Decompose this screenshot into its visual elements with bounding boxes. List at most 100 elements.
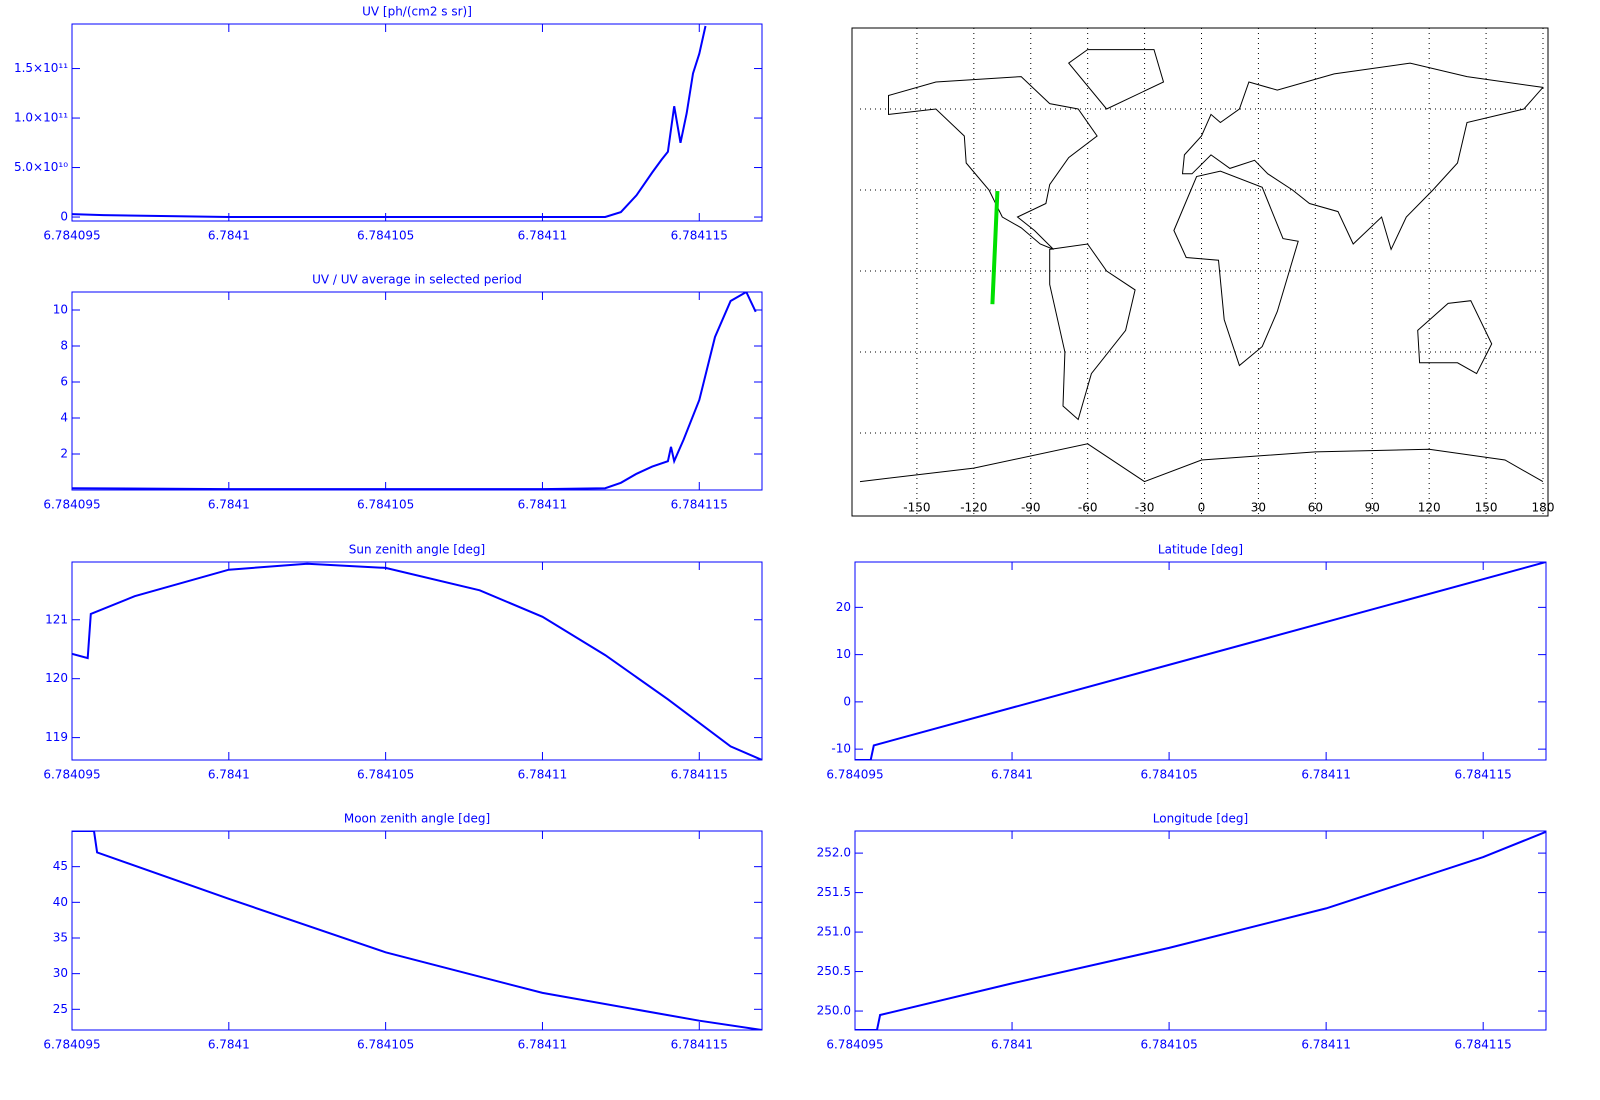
data-line — [855, 562, 1546, 760]
x-tick-label: 6.78411 — [1301, 768, 1351, 782]
chart-title: Moon zenith angle [deg] — [344, 812, 490, 826]
data-line — [855, 831, 1546, 1030]
y-tick-label: 45 — [53, 859, 68, 873]
chart-title: UV / UV average in selected period — [312, 273, 522, 287]
x-tick-label: 6.7841 — [208, 1038, 250, 1052]
y-tick-label: 251.5 — [817, 885, 851, 899]
x-tick-label: 6.7841 — [208, 229, 250, 243]
x-tick-label: 6.7841 — [991, 1038, 1033, 1052]
greenland — [1067, 49, 1165, 110]
y-tick-label: 250.5 — [817, 964, 851, 978]
continents — [859, 49, 1544, 483]
chart: Longitude [deg] 6.784095 6.7841 6.784105 6.7… — [817, 812, 1547, 1052]
y-tick-label: 1.0×10¹¹ — [14, 111, 68, 125]
australia — [1417, 300, 1493, 375]
x-tick-label: 6.784095 — [43, 498, 100, 512]
x-tick-label: 6.784115 — [1455, 1038, 1512, 1052]
x-tick-label: 120 — [1418, 501, 1441, 515]
x-tick-label: 0 — [1198, 501, 1206, 515]
chart: UV [ph/(cm2 s sr)] 6.784095 6.7841 6.784105… — [14, 5, 763, 243]
x-tick-label: 6.784105 — [357, 1038, 414, 1052]
x-tick-label: 6.784105 — [357, 498, 414, 512]
x-tick-label: 6.784115 — [1455, 768, 1512, 782]
x-tick-label: 6.784095 — [826, 1038, 883, 1052]
x-tick-label: 6.78411 — [518, 1038, 568, 1052]
x-tick-label: 6.78411 — [518, 229, 568, 243]
y-tick-label: 252.0 — [817, 846, 851, 860]
plot-frame — [71, 23, 763, 222]
y-tick-label: 0 — [843, 694, 851, 708]
y-tick-label: 121 — [45, 612, 68, 626]
x-tick-label: 6.78411 — [518, 498, 568, 512]
x-tick-label: 60 — [1308, 501, 1323, 515]
x-tick-label: -90 — [1021, 501, 1041, 515]
plot-frame — [71, 561, 763, 761]
x-tick-label: 6.784095 — [43, 1038, 100, 1052]
plot-frame — [71, 291, 763, 491]
x-tick-label: 6.78411 — [518, 768, 568, 782]
x-tick-label: 6.784105 — [357, 229, 414, 243]
data-line — [72, 25, 707, 218]
y-tick-label: 30 — [53, 966, 68, 980]
x-tick-label: 90 — [1365, 501, 1380, 515]
south-america — [1049, 243, 1136, 421]
x-tick-label: 6.784115 — [671, 768, 728, 782]
y-tick-label: 20 — [836, 600, 851, 614]
y-tick-label: 40 — [53, 895, 68, 909]
y-tick-label: 0 — [60, 210, 68, 224]
eurasia — [1181, 62, 1544, 251]
y-tick-label: 6 — [60, 375, 68, 389]
x-tick-label: 150 — [1475, 501, 1498, 515]
x-tick-label: 6.784115 — [671, 498, 728, 512]
chart: -150 -120 -90 -60 -30 0 30 60 90 120 150 180 — [860, 28, 1554, 515]
y-tick-label: 25 — [53, 1002, 68, 1016]
y-tick-label: 120 — [45, 671, 68, 685]
x-tick-label: 6.784095 — [43, 229, 100, 243]
y-tick-label: 119 — [45, 730, 68, 744]
map-frame — [851, 27, 1549, 517]
north-america — [888, 76, 1098, 250]
chart: UV / UV average in selected period 6.7840… — [43, 273, 763, 512]
x-tick-label: 6.7841 — [208, 498, 250, 512]
x-tick-label: -30 — [1135, 501, 1155, 515]
chart: Sun zenith angle [deg] 6.784095 6.7841 6.78… — [43, 543, 763, 782]
x-tick-label: 6.784095 — [826, 768, 883, 782]
data-line — [72, 292, 757, 490]
y-tick-label: 10 — [836, 647, 851, 661]
data-line — [72, 831, 762, 1030]
x-tick-label: 6.78411 — [1301, 1038, 1351, 1052]
ground-track — [990, 191, 1000, 305]
y-tick-label: -10 — [831, 742, 851, 756]
y-tick-label: 2 — [60, 447, 68, 461]
chart: Moon zenith angle [deg] 6.784095 6.7841 6.7… — [43, 812, 763, 1052]
y-tick-label: 8 — [60, 339, 68, 353]
x-tick-label: 30 — [1251, 501, 1266, 515]
x-tick-label: 6.784115 — [671, 229, 728, 243]
x-tick-label: 6.784105 — [1140, 768, 1197, 782]
x-tick-label: 6.7841 — [208, 768, 250, 782]
africa — [1173, 170, 1299, 367]
x-tick-label: 180 — [1532, 501, 1555, 515]
x-tick-label: 6.784105 — [357, 768, 414, 782]
y-tick-label: 4 — [60, 411, 68, 425]
x-tick-label: 6.784095 — [43, 768, 100, 782]
y-tick-label: 251.0 — [817, 925, 851, 939]
data-line — [72, 562, 762, 760]
chart-title: UV [ph/(cm2 s sr)] — [362, 5, 472, 19]
y-tick-label: 10 — [53, 303, 68, 317]
y-tick-label: 1.5×10¹¹ — [14, 61, 68, 75]
y-tick-label: 35 — [53, 930, 68, 944]
plot-frame — [854, 561, 1547, 761]
x-tick-label: -120 — [960, 501, 987, 515]
antarctica — [859, 443, 1544, 483]
x-tick-label: -150 — [903, 501, 930, 515]
chart-title: Longitude [deg] — [1153, 812, 1248, 826]
plot-frame — [854, 830, 1547, 1031]
chart: Latitude [deg] 6.784095 6.7841 6.784105 6.78… — [826, 543, 1547, 782]
y-tick-label: 5.0×10¹⁰ — [14, 160, 68, 174]
x-tick-label: 6.784105 — [1140, 1038, 1197, 1052]
x-tick-label: -60 — [1078, 501, 1098, 515]
x-tick-label: 6.7841 — [991, 768, 1033, 782]
chart-title: Sun zenith angle [deg] — [349, 543, 485, 557]
